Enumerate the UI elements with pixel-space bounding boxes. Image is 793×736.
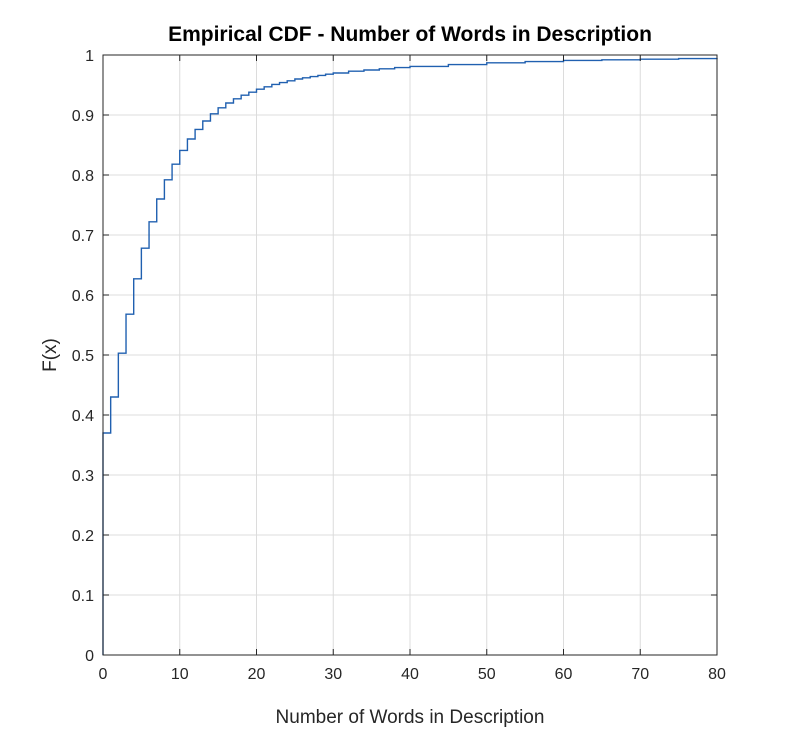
y-tick-label: 0.8 (72, 168, 94, 185)
y-tick-label: 1 (85, 48, 94, 65)
x-tick-label: 20 (248, 666, 266, 683)
x-tick-label: 70 (631, 666, 649, 683)
y-tick-label: 0.3 (72, 468, 94, 485)
y-tick-label: 0 (85, 648, 94, 665)
axis-ticks (102, 54, 718, 656)
x-tick-labels: 0 10 20 30 40 50 60 70 80 (99, 666, 726, 683)
y-tick-label: 0.1 (72, 588, 94, 605)
y-tick-label: 0.6 (72, 288, 94, 305)
x-axis-label: Number of Words in Description (276, 707, 545, 728)
x-tick-label: 30 (324, 666, 342, 683)
y-axis-label: F(x) (40, 338, 61, 372)
y-tick-label: 0.4 (72, 408, 94, 425)
y-tick-label: 0.2 (72, 528, 94, 545)
ecdf-step-line (102, 57, 718, 655)
x-tick-label: 50 (478, 666, 496, 683)
chart-title: Empirical CDF - Number of Words in Descr… (168, 23, 652, 46)
y-tick-label: 0.5 (72, 348, 94, 365)
x-tick-label: 60 (555, 666, 573, 683)
grid-lines (103, 55, 717, 655)
x-tick-label: 10 (171, 666, 189, 683)
x-tick-label: 0 (99, 666, 108, 683)
series-layer (102, 57, 718, 655)
y-tick-labels: 0 0.1 0.2 0.3 0.4 0.5 0.6 0.7 0.8 0.9 1 (72, 48, 94, 665)
y-tick-label: 0.7 (72, 228, 94, 245)
y-tick-label: 0.9 (72, 108, 94, 125)
x-tick-label: 80 (708, 666, 726, 683)
x-tick-label: 40 (401, 666, 419, 683)
